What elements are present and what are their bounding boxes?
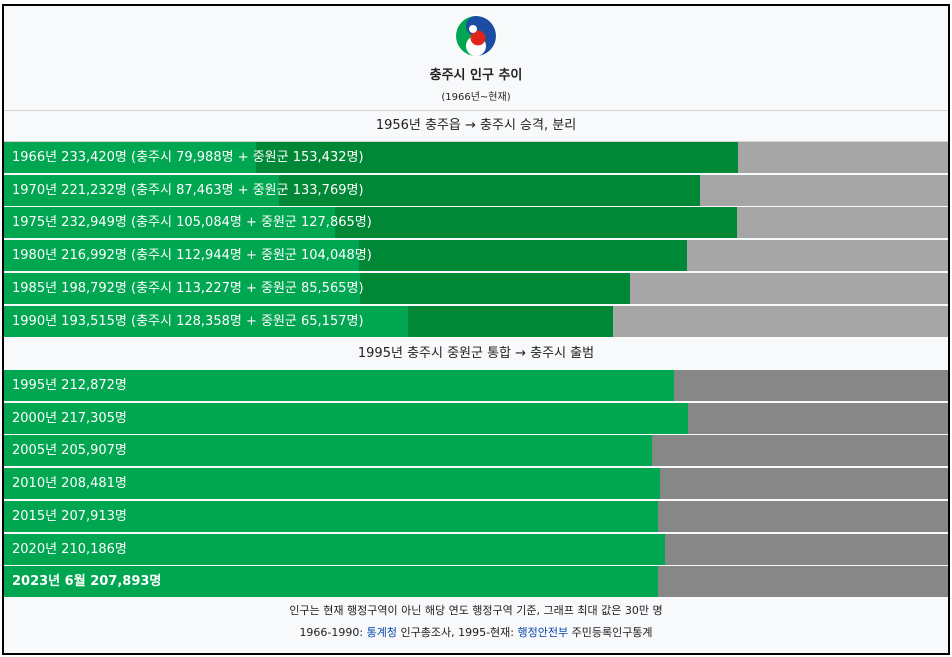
bar-label: 2005년 205,907명 <box>12 443 127 459</box>
bar-segment-total <box>4 370 674 401</box>
bar-remainder <box>665 533 948 565</box>
bar-label: 2020년 210,186명 <box>12 541 127 557</box>
source-mid: 인구총조사, 1995-현재: <box>396 626 518 639</box>
chart-title: 충주시 인구 추이 <box>429 68 523 83</box>
source-link-mois[interactable]: 행정안전부 <box>517 626 569 639</box>
bar-segment-chungju <box>4 272 361 304</box>
bar-label: 1980년 216,992명 (충주시 112,944명 + 중원군 104,0… <box>12 248 372 264</box>
bar-area: 1966년 233,420명 (충주시 79,988명 + 중원군 153,43… <box>4 6 948 653</box>
bar-remainder <box>737 207 948 239</box>
section-header-merged: 1995년 충주시 중원군 통합 → 충주시 출범 <box>4 339 948 369</box>
bar-row: 1975년 232,949명 (충주시 105,084명 + 중원군 127,8… <box>4 207 948 239</box>
chart-header: 충주시 인구 추이 (1966년~현재) <box>4 6 948 110</box>
footer-note: 인구는 현재 행정구역이 아닌 해당 연도 행정구역 기준, 그래프 최대 값은… <box>289 604 663 617</box>
source-prefix: 1966-1990: <box>299 626 367 639</box>
bar-remainder <box>612 305 948 337</box>
source-suffix: 주민등록인구통계 <box>568 626 653 639</box>
bar-segment-total <box>4 566 659 598</box>
bar-label: 1970년 221,232명 (충주시 87,463명 + 중원군 133,76… <box>12 182 364 198</box>
bar-row: 2015년 207,913명 <box>4 500 948 532</box>
bar-remainder <box>629 272 948 304</box>
bar-remainder <box>687 402 948 434</box>
chart-frame: 충주시 인구 추이 (1966년~현재) 1956년 충주읍 → 충주시 승격,… <box>2 4 950 655</box>
bar-segment-jungwon <box>359 240 687 272</box>
bar-segment-total <box>4 402 688 434</box>
bar-remainder <box>738 142 948 173</box>
bar-segment-chungju <box>4 240 360 272</box>
bar-remainder <box>660 468 948 500</box>
bar-segment-jungwon <box>255 142 739 173</box>
bar-row: 1995년 212,872명 <box>4 370 948 401</box>
bar-row: 2023년 6월 207,893명 <box>4 566 948 598</box>
bar-row: 1985년 198,792명 (충주시 113,227명 + 중원군 85,56… <box>4 272 948 304</box>
bar-segment-jungwon <box>279 174 701 206</box>
bar-label: 1966년 233,420명 (충주시 79,988명 + 중원군 153,43… <box>12 150 364 165</box>
bar-segment-jungwon <box>334 207 737 239</box>
bar-row: 2005년 205,907명 <box>4 435 948 467</box>
bar-segment-chungju <box>4 305 408 337</box>
bar-remainder <box>651 435 948 467</box>
bar-remainder <box>700 174 948 206</box>
bar-row: 1990년 193,515명 (충주시 128,358명 + 중원군 65,15… <box>4 305 948 337</box>
bar-remainder <box>658 500 948 532</box>
bar-row: 2000년 217,305명 <box>4 402 948 434</box>
bar-segment-chungju <box>4 174 280 206</box>
bar-segment-jungwon <box>360 272 630 304</box>
bar-label: 2010년 208,481명 <box>12 476 127 492</box>
bar-row: 1970년 221,232명 (충주시 87,463명 + 중원군 133,76… <box>4 174 948 206</box>
bar-segment-chungju <box>4 207 335 239</box>
bar-label: 1975년 232,949명 (충주시 105,084명 + 중원군 127,8… <box>12 215 372 231</box>
chungju-logo-icon <box>455 15 497 57</box>
bar-label: 1990년 193,515명 (충주시 128,358명 + 중원군 65,15… <box>12 313 364 329</box>
bar-label: 1985년 198,792명 (충주시 113,227명 + 중원군 85,56… <box>12 280 364 296</box>
bar-segment-chungju <box>4 142 256 173</box>
bar-segment-jungwon <box>407 305 613 337</box>
bar-remainder <box>686 240 948 272</box>
bar-segment-total <box>4 500 659 532</box>
bar-segment-total <box>4 468 661 500</box>
chart-footer: 인구는 현재 행정구역이 아닌 해당 연도 행정구역 기준, 그래프 최대 값은… <box>4 600 948 644</box>
section-header-split: 1956년 충주읍 → 충주시 승격, 분리 <box>4 111 948 141</box>
divider <box>4 110 948 111</box>
bar-label: 2000년 217,305명 <box>12 410 127 426</box>
bar-label: 2015년 207,913명 <box>12 508 127 524</box>
bar-segment-total <box>4 435 652 467</box>
bar-row: 1980년 216,992명 (충주시 112,944명 + 중원군 104,0… <box>4 240 948 272</box>
chart-subtitle: (1966년~현재) <box>441 92 511 103</box>
bar-remainder <box>658 566 948 598</box>
source-link-kostat[interactable]: 통계청 <box>366 626 397 639</box>
divider <box>4 141 948 142</box>
bar-row: 2010년 208,481명 <box>4 468 948 500</box>
footer-source: 1966-1990: 통계청 인구총조사, 1995-현재: 행정안전부 주민등… <box>4 622 948 644</box>
bar-row: 2020년 210,186명 <box>4 533 948 565</box>
bar-label: 1995년 212,872명 <box>12 378 127 393</box>
bar-segment-total <box>4 533 666 565</box>
bar-remainder <box>673 370 948 401</box>
bar-label: 2023년 6월 207,893명 <box>12 574 162 590</box>
bar-row: 1966년 233,420명 (충주시 79,988명 + 중원군 153,43… <box>4 142 948 173</box>
